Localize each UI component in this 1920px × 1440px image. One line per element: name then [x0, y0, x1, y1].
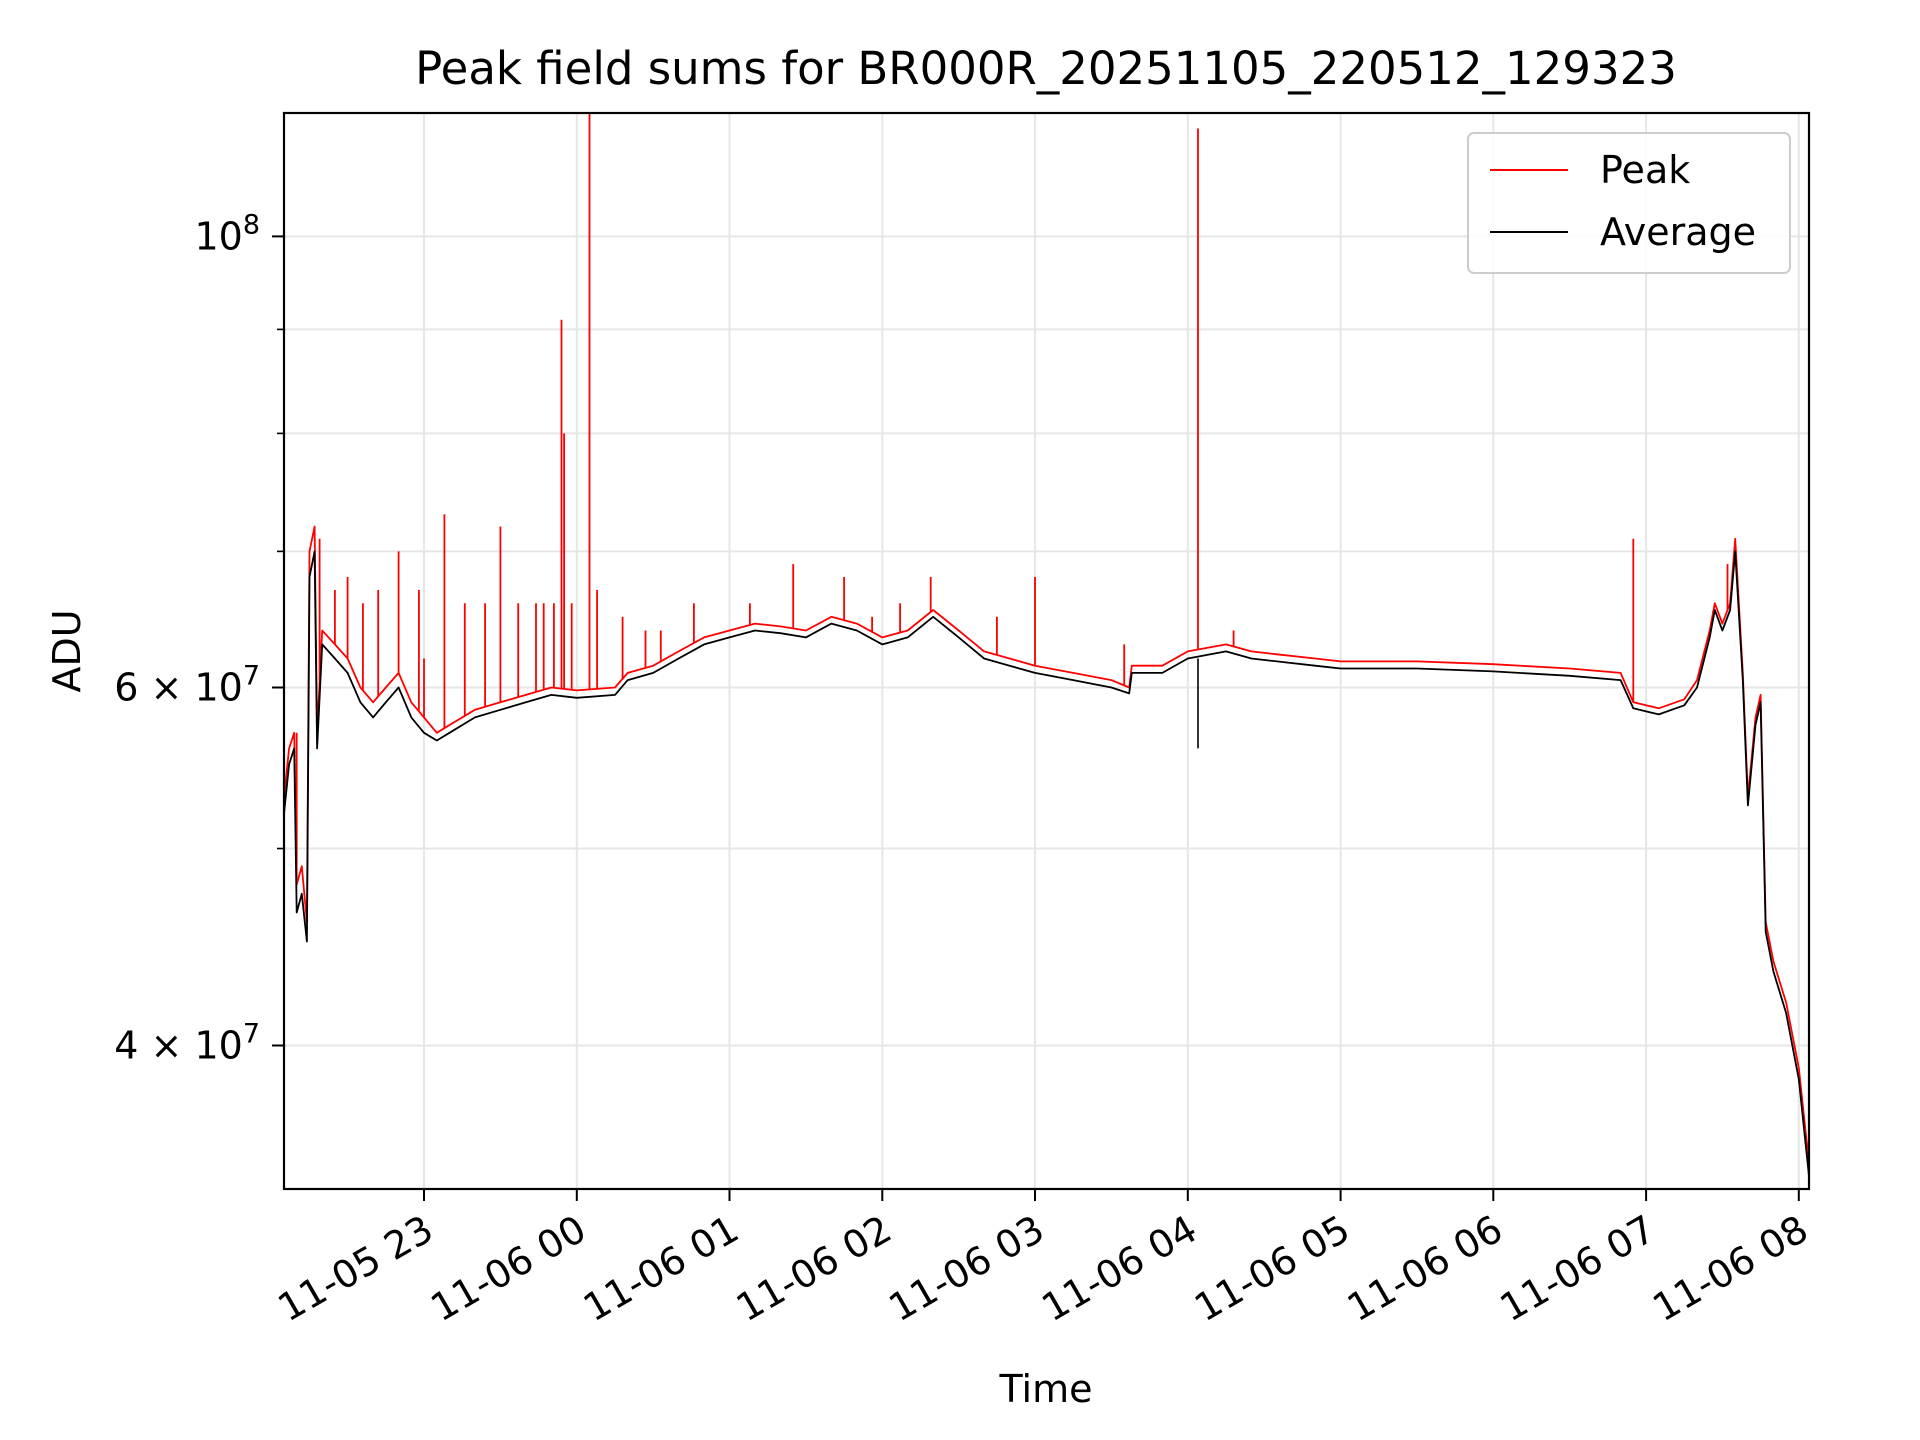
y-axis-ticks: 4 × 107 6 × 107 108 — [114, 209, 284, 1068]
legend: Peak Average — [1467, 132, 1791, 274]
series-line-average — [284, 550, 1809, 1177]
x-axis-label: Time — [999, 1367, 1093, 1411]
data-series — [284, 113, 1809, 1177]
y-tick-label-1: 6 × 107 — [114, 661, 260, 710]
y-axis-label: ADU — [45, 609, 89, 692]
chart-title: Peak field sums for BR000R_20251105_2205… — [415, 42, 1677, 95]
y-tick-label-2: 108 — [194, 209, 260, 258]
legend-label-average: Average — [1600, 210, 1756, 254]
y-tick-label-0: 4 × 107 — [114, 1019, 260, 1068]
legend-label-peak: Peak — [1600, 148, 1690, 192]
series-line-peak — [284, 525, 1809, 1164]
legend-box — [1467, 132, 1791, 274]
plot-frame — [282, 111, 1811, 1191]
grid-lines — [284, 113, 1809, 1189]
